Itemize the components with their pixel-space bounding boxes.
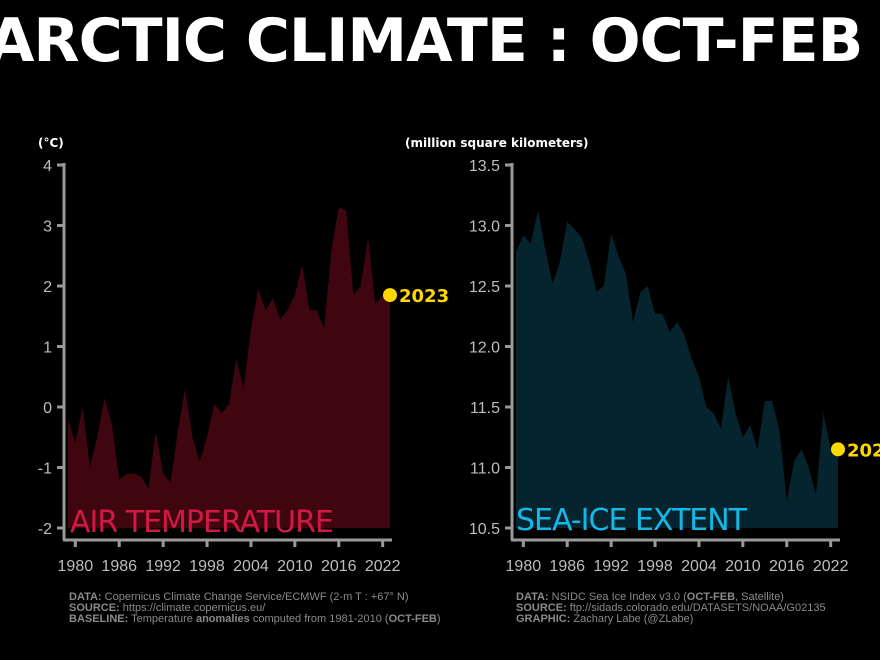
temp-y-tick-label: 3 xyxy=(43,219,52,236)
ice-x-tick-label: 2004 xyxy=(681,558,717,575)
temp-x-tick-label: 2010 xyxy=(277,558,313,575)
temp-x-tick-label: 1980 xyxy=(58,558,94,575)
ice-y-tick-label: 13.5 xyxy=(469,158,500,175)
temp-highlight-dot xyxy=(383,288,397,303)
temp-y-axis-label: (°C) xyxy=(38,136,64,150)
ice-highlight-dot xyxy=(831,442,845,457)
ice-y-tick-label: 10.5 xyxy=(469,521,500,538)
main-title-text: ARCTIC CLIMATE : OCT-FEB xyxy=(0,6,863,76)
ice-highlight-label: 2023 xyxy=(847,440,880,461)
temp-x-tick-label: 2016 xyxy=(321,558,357,575)
ice-x-tick-label: 2010 xyxy=(725,558,761,575)
ice-area-series xyxy=(516,211,838,528)
temp-y-tick-label: 1 xyxy=(43,340,52,357)
temp-x-tick-label: 2022 xyxy=(365,558,401,575)
ice-x-tick-label: 1980 xyxy=(506,558,542,575)
temp-y-tick-label: 0 xyxy=(43,400,52,417)
ice-x-tick-label: 1986 xyxy=(549,558,585,575)
footnotes-left: DATA: Copernicus Climate Change Service/… xyxy=(69,592,441,625)
ice-x-tick-label: 2016 xyxy=(769,558,805,575)
ice-y-tick-label: 12.0 xyxy=(469,340,500,357)
ice-x-tick-label: 2022 xyxy=(813,558,849,575)
temp-y-tick-label: 4 xyxy=(43,158,52,175)
temp-chart-title: AIR TEMPERATURE xyxy=(70,505,333,540)
ice-y-tick-label: 13.0 xyxy=(469,219,500,236)
temp-y-tick-label: 2 xyxy=(43,279,52,296)
ice-y-axis-label: (million square kilometers) xyxy=(405,136,589,150)
ice-x-tick-label: 1998 xyxy=(637,558,673,575)
footnote-right-data: DATA: NSIDC Sea Ice Index v3.0 (OCT-FEB,… xyxy=(516,591,784,603)
footnote-right-source: SOURCE: ftp://sidads.colorado.edu/DATASE… xyxy=(516,602,826,614)
footnote-left-source: SOURCE: https://climate.copernicus.eu/ xyxy=(69,602,266,614)
footnote-right-graphic: GRAPHIC: Zachary Labe (@ZLabe) xyxy=(516,613,694,625)
temp-x-tick-label: 1998 xyxy=(189,558,225,575)
temp-x-tick-label: 1992 xyxy=(145,558,181,575)
ice-x-tick-label: 1992 xyxy=(593,558,629,575)
temp-area-series xyxy=(68,207,390,528)
footnote-left-data: DATA: Copernicus Climate Change Service/… xyxy=(69,591,409,603)
temp-y-tick-label: -1 xyxy=(38,461,52,478)
temp-highlight-label: 2023 xyxy=(399,286,449,307)
ice-y-tick-label: 11.5 xyxy=(470,400,500,417)
temp-x-tick-label: 2004 xyxy=(233,558,269,575)
footnotes-right: DATA: NSIDC Sea Ice Index v3.0 (OCT-FEB,… xyxy=(516,592,826,625)
temp-y-tick-label: -2 xyxy=(38,521,52,538)
ice-y-tick-label: 12.5 xyxy=(469,279,500,296)
footnote-left-baseline: BASELINE: Temperature anomalies computed… xyxy=(69,613,441,625)
temp-x-tick-label: 1986 xyxy=(101,558,137,575)
ice-chart-title: SEA-ICE EXTENT xyxy=(516,503,748,538)
main-title: ARCTIC CLIMATE : OCT-FEB xyxy=(0,0,880,110)
ice-y-tick-label: 11.0 xyxy=(470,461,500,478)
